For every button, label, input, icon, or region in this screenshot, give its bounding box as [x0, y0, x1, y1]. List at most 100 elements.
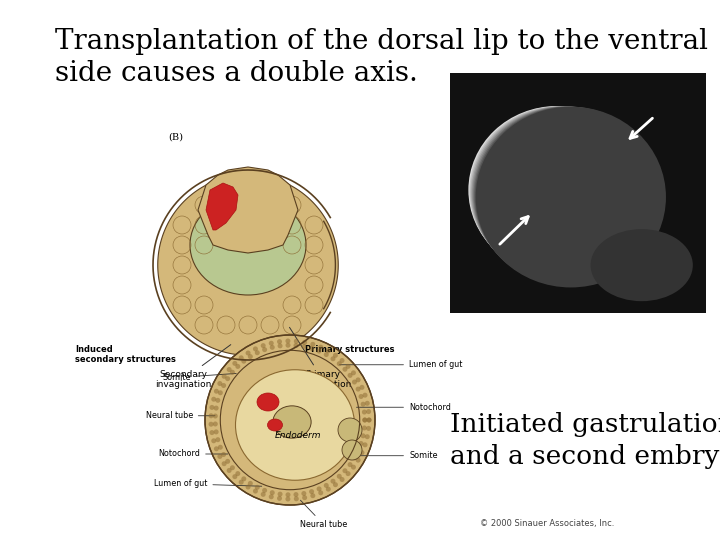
Circle shape — [241, 359, 246, 363]
Circle shape — [210, 430, 215, 435]
Circle shape — [218, 390, 222, 395]
Circle shape — [214, 406, 219, 410]
Polygon shape — [158, 175, 338, 355]
Circle shape — [346, 471, 351, 476]
Circle shape — [318, 345, 323, 350]
Circle shape — [352, 380, 357, 384]
Text: Lumen of gut: Lumen of gut — [340, 360, 462, 369]
Circle shape — [253, 346, 258, 352]
Text: Lumen of gut: Lumen of gut — [154, 480, 262, 488]
Ellipse shape — [469, 106, 645, 274]
Text: Endoderm: Endoderm — [275, 430, 321, 440]
Circle shape — [318, 490, 323, 495]
Circle shape — [211, 438, 216, 443]
Circle shape — [225, 459, 230, 464]
Circle shape — [302, 344, 306, 349]
Circle shape — [294, 343, 299, 348]
Circle shape — [356, 457, 361, 463]
Circle shape — [211, 397, 216, 402]
Circle shape — [351, 464, 356, 470]
Polygon shape — [198, 167, 298, 253]
Ellipse shape — [469, 106, 648, 276]
Circle shape — [230, 465, 235, 470]
Circle shape — [324, 352, 329, 357]
Circle shape — [246, 484, 251, 490]
Circle shape — [213, 414, 218, 418]
Circle shape — [255, 485, 260, 490]
Circle shape — [209, 413, 214, 418]
Text: Somite: Somite — [354, 451, 438, 460]
Circle shape — [340, 358, 345, 363]
Circle shape — [286, 343, 290, 348]
Ellipse shape — [472, 106, 654, 280]
Circle shape — [342, 440, 362, 460]
Text: Initiated gastrulation
and a second embryo.: Initiated gastrulation and a second embr… — [450, 411, 720, 469]
Text: (B): (B) — [168, 133, 183, 142]
Circle shape — [363, 442, 367, 447]
Circle shape — [362, 417, 367, 422]
Text: Transplantation of the dorsal lip to the ventral
side causes a double axis.: Transplantation of the dorsal lip to the… — [55, 28, 708, 87]
Circle shape — [278, 491, 282, 497]
Text: Notochord: Notochord — [158, 449, 228, 458]
Circle shape — [233, 361, 238, 366]
Circle shape — [253, 489, 258, 494]
Text: © 2000 Sinauer Associates, Inc.: © 2000 Sinauer Associates, Inc. — [480, 519, 614, 528]
Circle shape — [213, 422, 218, 427]
Circle shape — [215, 398, 220, 403]
Text: Somite: Somite — [163, 373, 236, 382]
Circle shape — [356, 448, 361, 454]
Circle shape — [225, 376, 230, 381]
Circle shape — [286, 492, 290, 497]
Circle shape — [248, 481, 253, 486]
Polygon shape — [206, 183, 238, 230]
Circle shape — [227, 468, 232, 473]
Circle shape — [366, 417, 372, 422]
Circle shape — [359, 450, 364, 455]
Ellipse shape — [476, 106, 666, 287]
Circle shape — [221, 383, 226, 388]
Circle shape — [362, 409, 367, 415]
Circle shape — [218, 445, 222, 450]
Circle shape — [277, 339, 282, 344]
Circle shape — [363, 393, 367, 397]
Circle shape — [277, 496, 282, 501]
Circle shape — [346, 364, 351, 369]
Circle shape — [239, 480, 243, 485]
Circle shape — [362, 417, 367, 422]
Circle shape — [317, 349, 322, 354]
Circle shape — [343, 468, 348, 473]
Circle shape — [215, 437, 220, 442]
Circle shape — [366, 409, 371, 414]
Circle shape — [285, 339, 290, 343]
Circle shape — [261, 343, 266, 348]
Circle shape — [361, 402, 366, 407]
Circle shape — [356, 387, 361, 392]
Ellipse shape — [190, 195, 306, 295]
Ellipse shape — [257, 393, 279, 411]
Circle shape — [359, 385, 364, 390]
Circle shape — [338, 418, 362, 442]
Ellipse shape — [268, 419, 282, 431]
Circle shape — [210, 405, 215, 410]
Circle shape — [324, 483, 329, 488]
Circle shape — [352, 455, 357, 461]
Circle shape — [278, 343, 282, 348]
Circle shape — [330, 356, 336, 361]
Circle shape — [356, 377, 361, 382]
Ellipse shape — [235, 370, 354, 480]
Circle shape — [222, 374, 227, 379]
Circle shape — [302, 340, 307, 345]
Circle shape — [285, 496, 290, 502]
Circle shape — [302, 495, 307, 500]
Circle shape — [366, 426, 371, 431]
Text: Primary structures: Primary structures — [305, 345, 395, 354]
Circle shape — [330, 478, 336, 484]
Circle shape — [365, 434, 370, 439]
Circle shape — [362, 426, 367, 430]
Circle shape — [302, 491, 306, 496]
Ellipse shape — [474, 106, 660, 284]
Circle shape — [348, 373, 353, 378]
Circle shape — [309, 489, 314, 494]
Circle shape — [217, 454, 222, 459]
Circle shape — [310, 342, 315, 347]
